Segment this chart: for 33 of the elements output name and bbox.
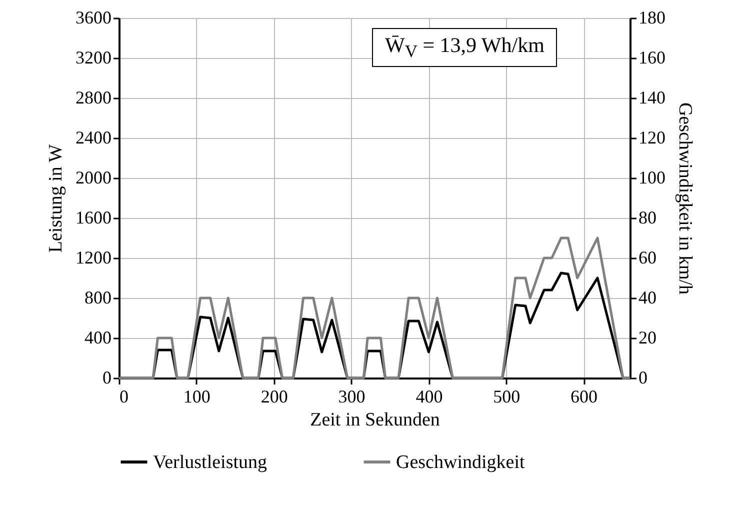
y-tick-label: 800 — [84, 288, 112, 308]
y2-tick-label: 100 — [638, 168, 666, 188]
y-tick-label: 3200 — [76, 48, 112, 68]
y2-tick-label: 40 — [638, 288, 656, 308]
y-tick-label: 2400 — [76, 128, 112, 148]
legend-label: Verlustleistung — [153, 452, 268, 473]
y-tick-label: 2800 — [76, 88, 112, 108]
y-tick-label: 2000 — [76, 168, 112, 188]
y2-axis-title: Geschwindigkeit in km/h — [674, 102, 696, 296]
y2-tick-label: 60 — [638, 248, 656, 268]
x-tick-label: 100 — [183, 386, 210, 406]
x-axis-title: Zeit in Sekunden — [310, 410, 440, 430]
y2-tick-label: 80 — [638, 208, 656, 228]
x-tick-label: 200 — [260, 386, 288, 406]
y-tick-label: 0 — [102, 368, 112, 388]
y2-tick-label: 20 — [638, 328, 656, 348]
y2-tick-label: 0 — [638, 368, 648, 388]
y-tick-label: 1200 — [76, 248, 112, 268]
y-axis-title: Leistung in W — [46, 144, 66, 253]
y2-tick-label: 140 — [638, 88, 666, 108]
y2-tick-label: 120 — [638, 128, 666, 148]
legend-label: Geschwindigkeit — [396, 452, 526, 473]
x-tick-label: 500 — [493, 386, 520, 406]
y2-tick-label: 160 — [638, 48, 666, 68]
y-tick-label: 1600 — [76, 208, 112, 228]
annotation: W̄$_{V}$ = 13,9 Wh/km — [372, 28, 558, 68]
x-tick-label: 400 — [416, 386, 443, 406]
x-tick-label: 600 — [570, 386, 598, 406]
x-tick-label: 300 — [338, 386, 366, 406]
y-tick-label: 400 — [84, 328, 112, 348]
x-tick-label: 0 — [120, 386, 128, 406]
y2-tick-label: 180 — [638, 8, 666, 28]
y-tick-label: 3600 — [76, 8, 112, 28]
